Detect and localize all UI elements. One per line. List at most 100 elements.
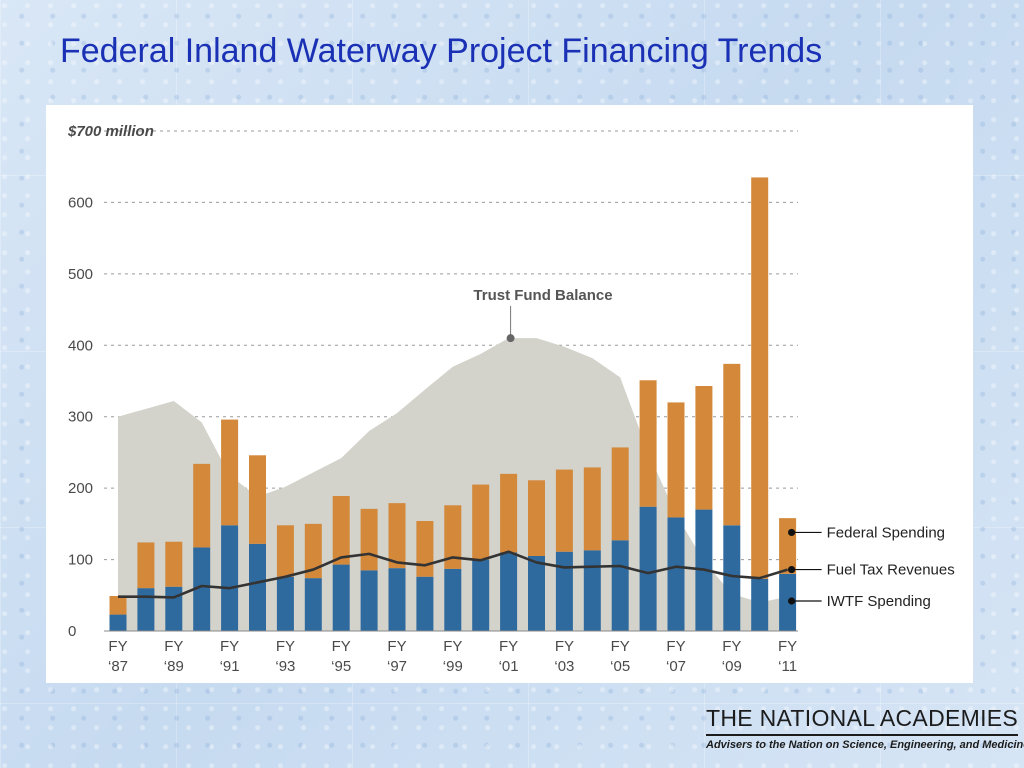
fuel-tax-revenues-line xyxy=(118,550,788,599)
bar-federal-spending xyxy=(667,402,685,518)
bar-federal-spending xyxy=(249,455,266,544)
y-axis: 0 100 200 300 400 500 600 $700 million xyxy=(67,123,154,640)
bar-federal-spending xyxy=(555,469,573,552)
x-tick-label: FY xyxy=(220,638,239,655)
bar-iwtf-spending xyxy=(360,570,378,631)
x-tick-label: ‘97 xyxy=(387,658,407,675)
y-tick-label: 100 xyxy=(68,552,93,569)
bar-iwtf-spending xyxy=(276,576,294,631)
y-tick-label: 600 xyxy=(68,194,93,211)
x-tick-label: ‘11 xyxy=(778,658,797,675)
x-tick-label: ‘95 xyxy=(331,658,351,675)
bar-iwtf-spending xyxy=(639,506,657,631)
national-academies-logo: THE NATIONAL ACADEMIES Advisers to the N… xyxy=(706,705,1024,751)
bar-federal-spending xyxy=(304,523,322,579)
bar-iwtf-spending xyxy=(332,564,350,631)
bar-iwtf-spending xyxy=(304,578,322,631)
x-tick-label: FY xyxy=(555,638,574,655)
bar-iwtf-spending xyxy=(388,568,406,631)
x-tick-label: ‘87 xyxy=(108,658,128,675)
y-tick-label: 200 xyxy=(68,480,93,497)
trust-fund-label: Trust Fund Balance xyxy=(473,287,612,304)
x-tick-label: ‘05 xyxy=(610,658,630,675)
x-tick-label: ‘03 xyxy=(554,658,574,675)
bar-federal-spending xyxy=(416,521,434,577)
bars xyxy=(109,177,797,631)
bar-iwtf-spending xyxy=(500,552,518,631)
bar-iwtf-spending xyxy=(193,547,211,631)
bar-federal-spending xyxy=(779,518,797,574)
x-tick-label: FY xyxy=(443,638,462,655)
bar-federal-spending xyxy=(332,496,350,565)
fuel-tax-line xyxy=(118,550,788,599)
bar-federal-spending xyxy=(583,467,601,551)
x-tick-label: FY xyxy=(164,638,183,655)
bar-iwtf-spending xyxy=(416,576,434,631)
bar-federal-spending xyxy=(360,508,378,571)
bar-iwtf-spending xyxy=(779,573,797,631)
bar-federal-spending xyxy=(221,419,239,526)
bar-federal-spending xyxy=(193,463,211,548)
bar-federal-spending xyxy=(165,541,183,587)
bar-federal-spending xyxy=(695,386,713,510)
trust-fund-marker xyxy=(506,334,515,343)
iwtf-spending-callout-label: IWTF Spending xyxy=(827,593,931,610)
x-tick-label: ‘89 xyxy=(164,658,184,675)
bar-federal-spending xyxy=(639,380,657,507)
financing-chart: 0 100 200 300 400 500 600 $700 million FY ‘87 FY ‘… xyxy=(67,123,955,675)
x-tick-label: FY xyxy=(387,638,406,655)
y-tick-label: 500 xyxy=(68,266,93,283)
bar-iwtf-spending xyxy=(583,550,601,631)
bar-iwtf-spending xyxy=(221,525,239,631)
logo-rule xyxy=(706,734,1018,736)
x-tick-label: FY xyxy=(499,638,518,655)
bar-federal-spending xyxy=(472,484,490,560)
bar-iwtf-spending xyxy=(444,568,462,631)
chart-panel: 0 100 200 300 400 500 600 $700 million FY ‘87 FY ‘… xyxy=(46,105,973,683)
x-tick-label: ‘91 xyxy=(220,658,240,675)
x-tick-label: FY xyxy=(611,638,630,655)
x-tick-label: FY xyxy=(666,638,685,655)
annotations: Trust Fund Balance Federal Spending Fuel T… xyxy=(473,287,954,610)
bar-federal-spending xyxy=(444,505,462,569)
y-tick-label: $700 million xyxy=(67,123,154,140)
fuel-tax-revenues-callout-label: Fuel Tax Revenues xyxy=(827,562,955,579)
bar-federal-spending xyxy=(500,473,518,553)
x-tick-label: ‘07 xyxy=(666,658,686,675)
bar-iwtf-spending xyxy=(723,525,741,631)
bar-iwtf-spending xyxy=(137,588,155,631)
x-tick-label: ‘09 xyxy=(722,658,742,675)
bar-iwtf-spending xyxy=(751,578,769,631)
logo-title: THE NATIONAL ACADEMIES xyxy=(706,705,1019,731)
bar-iwtf-spending xyxy=(528,556,545,631)
y-tick-label: 0 xyxy=(68,623,76,640)
bar-federal-spending xyxy=(528,480,545,556)
y-tick-label: 300 xyxy=(68,409,93,426)
x-tick-label: ‘99 xyxy=(443,658,463,675)
x-axis: FY ‘87 FY ‘89 FY ‘91 FY ‘93 FY ‘95 FY ‘97 FY ‘99 FY ‘01… xyxy=(104,630,798,675)
bar-federal-spending xyxy=(276,525,294,577)
bar-federal-spending xyxy=(109,596,127,615)
bar-federal-spending xyxy=(137,542,155,589)
bar-iwtf-spending xyxy=(165,586,183,631)
bar-federal-spending xyxy=(751,177,769,579)
logo-tagline: Advisers to the Nation on Science, Engin… xyxy=(706,739,1024,751)
x-tick-label: FY xyxy=(332,638,351,655)
federal-spending-callout-label: Federal Spending xyxy=(827,524,945,541)
bar-iwtf-spending xyxy=(249,543,266,631)
bar-iwtf-spending xyxy=(472,559,490,631)
bar-iwtf-spending xyxy=(667,517,685,631)
x-tick-label: FY xyxy=(722,638,741,655)
x-tick-label: FY xyxy=(108,638,127,655)
bar-iwtf-spending xyxy=(611,540,629,631)
x-tick-label: FY xyxy=(778,638,797,655)
bar-federal-spending xyxy=(611,447,629,541)
bar-iwtf-spending xyxy=(109,614,127,631)
bar-iwtf-spending xyxy=(555,551,573,631)
bar-federal-spending xyxy=(388,503,406,569)
x-tick-label: FY xyxy=(276,638,295,655)
x-tick-label: ‘01 xyxy=(499,658,519,675)
bar-federal-spending xyxy=(723,363,741,526)
slide-title: Federal Inland Waterway Project Financin… xyxy=(60,32,823,70)
y-tick-label: 400 xyxy=(68,337,93,354)
